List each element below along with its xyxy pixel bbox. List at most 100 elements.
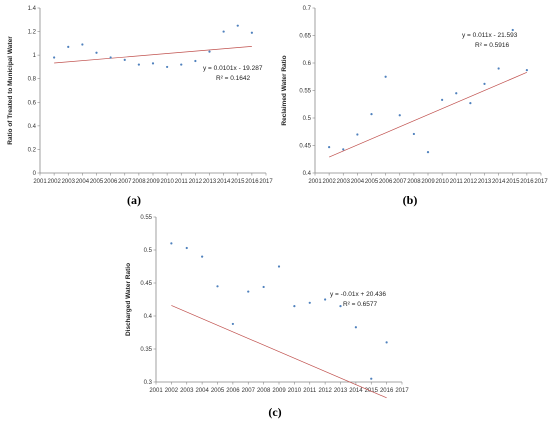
x-tick-label: 2001	[33, 179, 47, 185]
data-point	[137, 63, 140, 66]
x-tick-label: 2009	[146, 179, 160, 185]
x-tick-label: 2004	[76, 179, 90, 185]
x-tick-label: 2001	[149, 388, 163, 394]
x-tick-label: 2016	[245, 179, 259, 185]
y-tick-label: 0.55	[299, 89, 311, 95]
trendline-equation: y = 0.011x - 21.593	[462, 32, 518, 39]
r-squared-label: R² = 0.1642	[216, 75, 251, 82]
y-tick-label: 0.5	[303, 116, 312, 122]
data-point	[208, 50, 211, 53]
data-point	[525, 69, 528, 72]
x-tick-label: 2008	[132, 179, 146, 185]
trendline-equation: y = -0.01x + 20.436	[330, 291, 386, 298]
x-tick-label: 2011	[175, 179, 189, 185]
trendline	[171, 305, 387, 399]
y-tick-label: 0.2	[28, 147, 37, 153]
r-squared-label: R² = 0.6577	[343, 301, 378, 308]
chart-c: 2001 2002 2003 2004 2005 2006 2007 2008 2009 2010…	[125, 215, 409, 419]
trendline	[54, 46, 252, 64]
x-tick-label: 2016	[520, 179, 534, 185]
data-point	[231, 322, 234, 326]
x-tick-label: 2014	[217, 179, 231, 185]
data-point	[201, 255, 204, 258]
data-point	[342, 148, 345, 151]
data-point	[356, 133, 359, 136]
r-squared-label: R² = 0.5916	[475, 42, 510, 49]
x-tick-label: 2010	[160, 179, 174, 185]
x-tick-label: 2004	[351, 179, 365, 185]
y-tick-label: 0.4	[28, 124, 37, 130]
x-tick-label: 2017	[395, 388, 409, 394]
x-tick-label: 2004	[195, 388, 209, 394]
data-point	[497, 67, 500, 70]
chart-b: 2001 2002 2003 2004 2005 2006 2007 2008 2009 2010…	[281, 6, 548, 207]
x-tick-label: 2007	[242, 388, 256, 394]
data-point	[469, 102, 472, 105]
data-point	[483, 82, 486, 85]
y-axis-label: Discharged Water Ratio	[125, 263, 132, 336]
x-tick-label: 2005	[365, 179, 379, 185]
y-tick-label: 1.2	[28, 30, 37, 36]
trendline-equation: y = 0.0101x - 19.287	[203, 65, 263, 72]
x-tick-label: 2009	[272, 388, 286, 394]
data-point	[426, 151, 430, 154]
data-point	[308, 301, 311, 304]
panel-label: (a)	[127, 193, 141, 207]
x-tick-label: 2014	[492, 179, 506, 185]
x-tick-label: 2006	[379, 179, 393, 185]
x-tick-label: 2011	[303, 388, 317, 394]
x-tick-label: 2010	[435, 179, 449, 185]
x-tick-label: 2017	[534, 179, 548, 185]
panel-label: (b)	[403, 193, 418, 207]
x-tick-label: 2011	[450, 179, 464, 185]
x-tick-label: 2015	[231, 179, 245, 185]
data-point	[398, 114, 401, 117]
chart-a: 2001 2002 2003 2004 2005 2006 2007 2008 2009 2010…	[7, 6, 273, 207]
y-tick-label: 0.5	[144, 248, 153, 254]
x-tick-label: 2013	[203, 179, 217, 185]
y-tick-label: 0.55	[140, 215, 152, 221]
x-tick-label: 2017	[259, 179, 273, 185]
data-point	[385, 341, 388, 344]
x-tick-label: 2005	[211, 388, 225, 394]
data-point	[151, 62, 155, 65]
x-tick-label: 2005	[90, 179, 104, 185]
x-tick-label: 2001	[308, 179, 322, 185]
x-tick-label: 2008	[257, 388, 271, 394]
y-tick-label: 0.45	[299, 144, 311, 150]
data-point	[236, 24, 239, 27]
data-point	[109, 56, 112, 59]
x-tick-label: 2007	[118, 179, 132, 185]
y-tick-label: 1.4	[28, 6, 37, 12]
data-point	[441, 98, 444, 101]
data-point	[455, 92, 458, 95]
x-tick-label: 2015	[506, 179, 520, 185]
x-tick-label: 2016	[380, 388, 394, 394]
x-tick-label: 2009	[421, 179, 435, 185]
x-tick-label: 2014	[349, 388, 363, 394]
y-tick-label: 0.6	[28, 100, 37, 106]
data-point	[67, 45, 70, 48]
data-point	[328, 146, 331, 149]
x-tick-label: 2003	[337, 179, 351, 185]
y-tick-label: 0.3	[144, 380, 153, 386]
data-point	[412, 132, 415, 136]
x-tick-label: 2002	[47, 179, 61, 185]
x-tick-label: 2008	[407, 179, 421, 185]
data-point	[354, 326, 357, 329]
data-point	[81, 43, 84, 46]
data-point	[370, 377, 373, 380]
y-tick-label: 0.35	[140, 347, 152, 353]
data-point	[339, 305, 342, 308]
y-tick-label: 0.45	[140, 281, 152, 287]
y-tick-label: 0.4	[144, 314, 153, 320]
x-tick-label: 2013	[334, 388, 348, 394]
data-point	[324, 298, 327, 301]
y-tick-label: 1	[33, 53, 37, 59]
data-point	[293, 305, 296, 308]
x-tick-label: 2002	[165, 388, 179, 394]
x-tick-label: 2013	[478, 179, 492, 185]
data-point	[123, 58, 126, 61]
